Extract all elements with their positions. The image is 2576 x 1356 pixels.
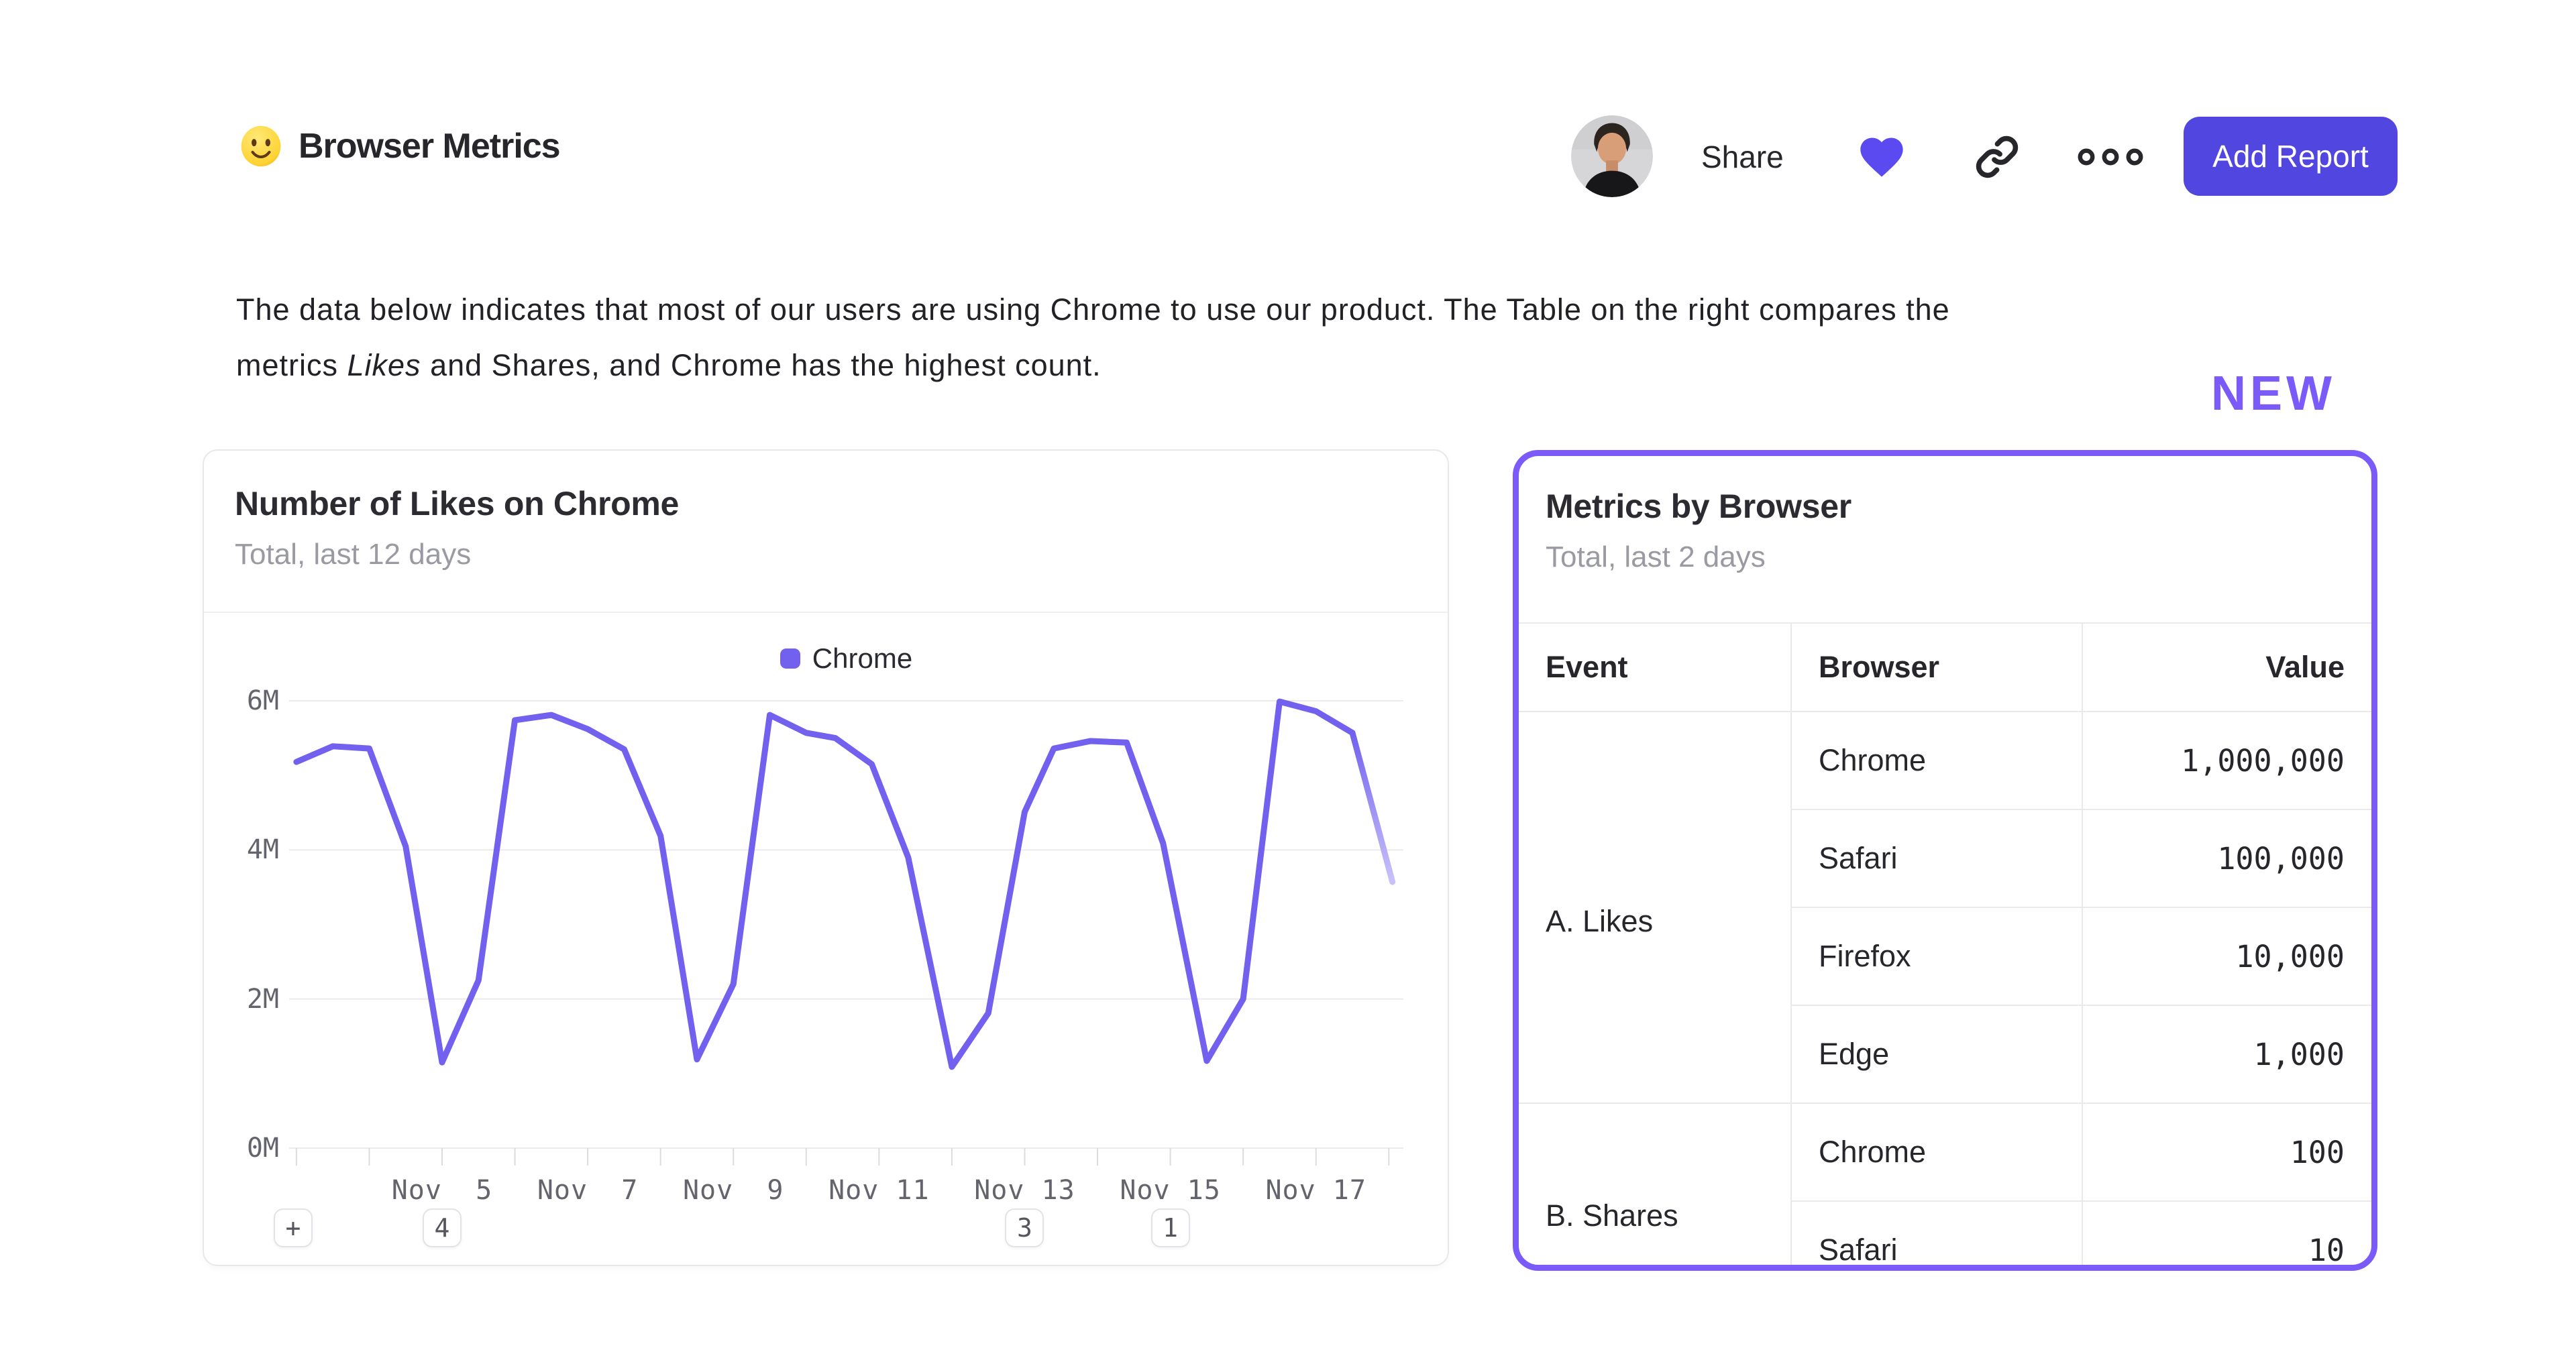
table-row: A. Likes Chrome 1,000,000 [1519, 712, 2371, 1104]
value-cell: 100 [2082, 1103, 2371, 1202]
column-header-browser: Browser [1791, 624, 2083, 712]
x-axis-label: Nov 7 [537, 1175, 639, 1206]
y-axis-label: 4M [246, 834, 279, 866]
table-card-subtitle: Total, last 2 days [1546, 541, 1766, 573]
favorite-button[interactable] [1853, 131, 1911, 182]
x-axis-label: Nov 11 [828, 1175, 930, 1206]
column-header-value: Value [2082, 624, 2371, 712]
metrics-table: Event Browser Value A. Likes Chrome 1,00… [1519, 624, 2371, 1265]
browser-cell: Safari [1791, 809, 2083, 908]
annotation-chip[interactable]: 4 [422, 1208, 462, 1247]
annotation-chip[interactable]: 1 [1150, 1208, 1190, 1247]
table-row: Edge 1,000 [1519, 1005, 2371, 1104]
annotation-chip[interactable]: 3 [1005, 1208, 1044, 1247]
event-cell: A. Likes [1519, 712, 1792, 1104]
value-cell: 10,000 [2082, 907, 2371, 1006]
more-options-button[interactable] [2077, 146, 2144, 168]
table-row: Safari 10 [1519, 1201, 2371, 1265]
chart-legend[interactable]: Chrome [289, 642, 1403, 675]
x-axis-label: Nov 13 [974, 1175, 1075, 1206]
browser-cell: Safari [1791, 1201, 2083, 1265]
avatar[interactable] [1571, 115, 1653, 197]
new-badge: NEW [2211, 367, 2336, 420]
link-icon [1976, 135, 2019, 178]
y-axis-label: 2M [246, 983, 279, 1015]
table-header-row: Event Browser Value [1519, 624, 2371, 712]
table-row: B. Shares Chrome 100 [1519, 1103, 2371, 1265]
table-card-header: Metrics by Browser Total, last 2 days [1519, 456, 2371, 624]
chart-card-title: Number of Likes on Chrome [235, 485, 680, 522]
description-line: The data below indicates that most of ou… [236, 292, 1950, 327]
x-axis-label: Nov 5 [391, 1175, 493, 1206]
toolbar: Share Add Report [1571, 115, 2403, 199]
table-card-title: Metrics by Browser [1546, 488, 1851, 525]
share-button[interactable]: Share [1701, 139, 1784, 174]
line-chart [289, 698, 1403, 1166]
value-cell: 1,000 [2082, 1005, 2371, 1104]
column-header-event: Event [1519, 624, 1792, 712]
page-title: Browser Metrics [299, 127, 561, 166]
y-axis-label: 6M [246, 685, 279, 716]
x-axis-label: Nov 15 [1120, 1175, 1221, 1206]
add-annotation-button[interactable]: + [274, 1208, 313, 1247]
value-cell: 10 [2082, 1201, 2371, 1265]
table-row: Firefox 10,000 [1519, 907, 2371, 1006]
browser-cell: Edge [1791, 1005, 2083, 1104]
value-cell: 100,000 [2082, 809, 2371, 908]
description-line: metrics Likes and Shares, and Chrome has… [236, 348, 1102, 382]
user-avatar-photo [1571, 115, 1653, 197]
browser-cell: Chrome [1791, 712, 2083, 810]
chart-card-header: Number of Likes on Chrome Total, last 12… [204, 451, 1448, 613]
y-axis-label: 0M [246, 1133, 279, 1164]
description: The data below indicates that most of ou… [236, 282, 1950, 393]
value-cell: 1,000,000 [2082, 712, 2371, 810]
metrics-table-card: Metrics by Browser Total, last 2 days Ev… [1513, 450, 2377, 1271]
copy-link-button[interactable] [1974, 133, 2021, 180]
browser-cell: Chrome [1791, 1103, 2083, 1202]
page-header: Browser Metrics [239, 125, 561, 168]
chart-plot-area: Chrome 0M 2M 4M 6M Nov 5 Nov 7 Nov 9 Nov 11 Nov … [204, 613, 1448, 1263]
add-report-button[interactable]: Add Report [2184, 117, 2398, 196]
legend-label: Chrome [812, 642, 913, 674]
x-axis-label: Nov 9 [682, 1175, 784, 1206]
heart-icon [1860, 137, 1903, 177]
event-cell: B. Shares [1519, 1103, 1792, 1265]
x-axis-label: Nov 17 [1265, 1175, 1366, 1206]
table-row: Safari 100,000 [1519, 809, 2371, 908]
ellipsis-icon [2078, 148, 2143, 166]
slightly-smiling-face-emoji [241, 125, 281, 167]
chart-card-subtitle: Total, last 12 days [235, 538, 472, 571]
chart-card: Number of Likes on Chrome Total, last 12… [203, 449, 1449, 1266]
browser-cell: Firefox [1791, 907, 2083, 1006]
legend-swatch-chrome [780, 648, 800, 669]
